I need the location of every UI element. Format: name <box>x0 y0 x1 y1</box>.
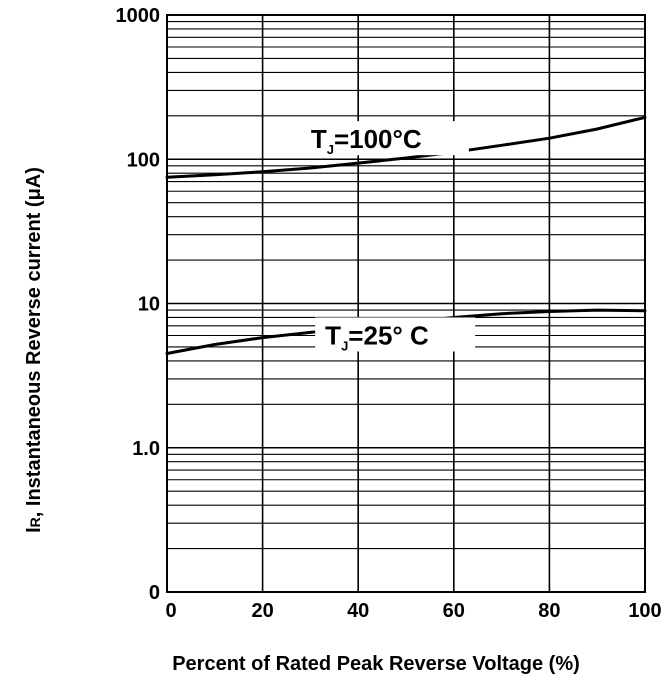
y-tick-label: 0 <box>149 582 160 604</box>
y-tick-label: 1000 <box>116 5 161 27</box>
grid <box>167 15 646 593</box>
series-label-25c-rest: =25° C <box>348 320 429 350</box>
series-line-0 <box>165 115 647 179</box>
x-tick-label: 100 <box>628 600 661 622</box>
series-label-100c-main: T <box>311 124 327 154</box>
y-tick-label: 1.0 <box>132 438 160 460</box>
series-label-25c-main: T <box>325 320 341 350</box>
series-label-100c: TJ=100°C <box>311 124 422 157</box>
y-axis-title-rest: , Instantaneous Reverse current (μA) <box>23 167 45 517</box>
y-tick-label: 10 <box>138 294 160 316</box>
x-tick-labels: 0 20 40 60 80 100 <box>165 600 661 622</box>
x-axis-title: Percent of Rated Peak Reverse Voltage (%… <box>172 653 580 675</box>
y-tick-label: 100 <box>127 149 160 171</box>
x-tick-label: 40 <box>347 600 369 622</box>
series-label-100c-rest: =100°C <box>334 124 422 154</box>
series-label-25c-sub: J <box>341 338 348 353</box>
series-label-25c: TJ=25° C <box>325 320 429 353</box>
series-label-100c-sub: J <box>327 142 334 157</box>
y-axis-title: IR, Instantaneous Reverse current (μA) <box>23 167 45 533</box>
plot-frame <box>166 14 646 593</box>
x-tick-label: 0 <box>165 600 176 622</box>
x-tick-label: 80 <box>538 600 560 622</box>
series-label-bg-25c <box>315 317 476 352</box>
x-tick-label: 60 <box>443 600 465 622</box>
y-axis-title-sub: R <box>27 517 43 527</box>
x-tick-label: 20 <box>251 600 273 622</box>
y-tick-labels: 0 1.0 10 100 1000 <box>116 5 161 604</box>
y-axis-title-main: I <box>23 527 45 533</box>
series-label-bg-100c <box>300 121 469 156</box>
